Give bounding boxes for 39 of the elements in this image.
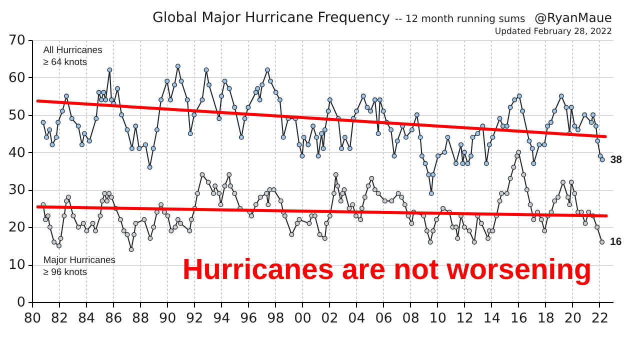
x-tick-label: 82 (50, 310, 68, 326)
series-label: All Hurricanes ≥ 64 knots (43, 45, 103, 68)
y-tick-label: 0 (16, 294, 26, 310)
x-tick-label: 00 (294, 310, 312, 326)
y-tick-label: 20 (8, 220, 26, 236)
x-tick-label: 08 (402, 310, 420, 326)
y-tick-label: 40 (8, 144, 26, 161)
text: @RyanMaue (534, 10, 612, 25)
x-tick-label: 12 (456, 310, 474, 326)
x-tick-label: 96 (240, 310, 258, 326)
x-tick-label: 18 (537, 310, 555, 326)
y-tick-label: 70 (8, 32, 26, 48)
x-tick-label: 86 (104, 310, 122, 326)
y-tick-label: 50 (8, 107, 26, 124)
y-tick-label: 30 (8, 182, 26, 198)
x-tick-label: 04 (348, 310, 366, 326)
annotation: 38 (610, 154, 622, 166)
x-tick-label: 14 (483, 310, 500, 326)
x-tick-label: 02 (321, 310, 338, 326)
x-tick-label: 98 (267, 310, 284, 326)
x-tick-label: 80 (24, 310, 42, 326)
x-tick-label: 88 (132, 310, 150, 326)
x-tick-label: 90 (159, 310, 176, 326)
text: Updated February 28, 2022 (494, 27, 612, 37)
annotation: Hurricanes are not worsening (182, 254, 592, 286)
y-tick-label: 60 (8, 70, 26, 86)
x-tick-label: 06 (375, 310, 392, 326)
x-tick-label: 84 (78, 310, 96, 326)
y-tick-label: 10 (8, 257, 26, 274)
x-tick-label: 92 (186, 310, 204, 326)
x-tick-label: 10 (429, 310, 446, 326)
chart-title: Global Major Hurricane Frequency (152, 10, 390, 26)
series-label: Major Hurricanes ≥ 96 knots (43, 255, 116, 278)
x-tick-label: 94 (213, 310, 230, 326)
chart-subtitle: -- 12 month running sums (395, 14, 526, 25)
x-tick-label: 16 (510, 310, 528, 326)
x-tick-label: 20 (564, 310, 582, 326)
annotation: 16 (610, 236, 622, 248)
x-tick-label: 22 (591, 310, 609, 326)
